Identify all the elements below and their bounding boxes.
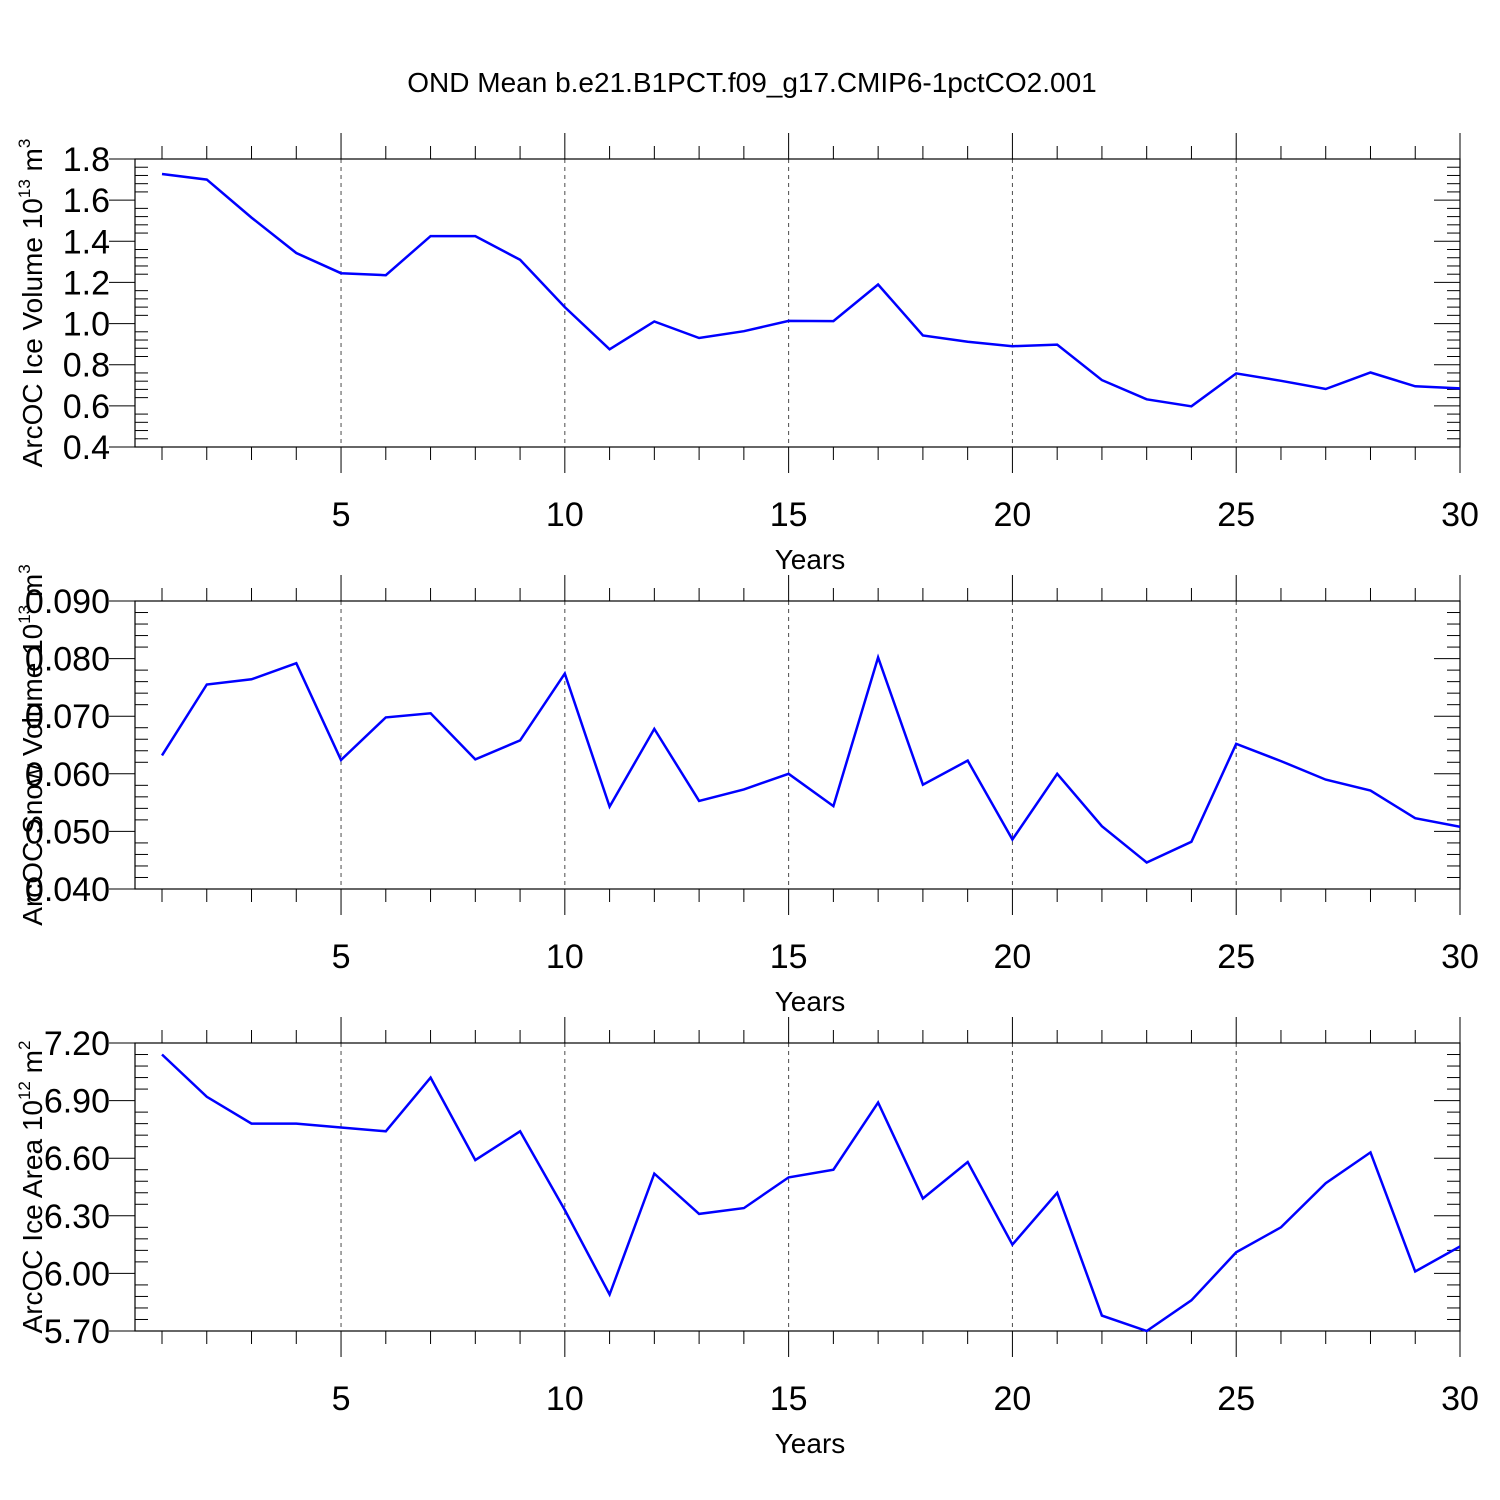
y-tick-label: 6.90 bbox=[44, 1083, 110, 1121]
y-tick-label: 6.30 bbox=[44, 1198, 110, 1236]
panel-3: 5.70 6.00 6.30 6.60 6.90 7.20 5 10 15 20 25 30 Years… bbox=[15, 1017, 1479, 1459]
y-tick-label: 6.60 bbox=[44, 1140, 110, 1178]
x-axis-title: Years bbox=[775, 1428, 846, 1459]
y-tick-label: 0.080 bbox=[25, 641, 110, 679]
series-line-1 bbox=[161, 1053, 1460, 1333]
x-axis-title: Years bbox=[775, 544, 846, 575]
x-tick-label: 20 bbox=[993, 496, 1031, 534]
x-tick-label: 15 bbox=[770, 1380, 808, 1418]
plot-frame bbox=[134, 158, 1461, 448]
y-tick-label: 0.050 bbox=[25, 813, 110, 851]
y-tick-label: 1.6 bbox=[63, 182, 110, 220]
y-tick-label: 1.8 bbox=[63, 141, 110, 179]
x-tick-label: 5 bbox=[332, 1380, 351, 1418]
figure-title: OND Mean b.e21.B1PCT.f09_g17.CMIP6-1pctC… bbox=[407, 67, 1096, 98]
y-tick-label: 0.8 bbox=[63, 347, 110, 385]
panels: 0.40.60.81.0 1.21.41.61.8 5 10 15 20 25 30 Years… bbox=[15, 133, 1479, 1459]
x-tick-label: 25 bbox=[1217, 496, 1255, 534]
x-tick-label: 15 bbox=[770, 496, 808, 534]
plot-frame bbox=[134, 1042, 1461, 1332]
x-tick-label: 30 bbox=[1441, 1380, 1479, 1418]
series-line-1 bbox=[160, 653, 1460, 864]
y-tick-label: 0.090 bbox=[25, 583, 110, 621]
x-tick-label: 10 bbox=[546, 938, 584, 976]
panel-2: 0.040 0.050 0.060 0.070 0.080 0.090 5 10 15 20 25 3… bbox=[15, 564, 1479, 1017]
y-tick-label: 0.070 bbox=[25, 698, 110, 736]
series-line-1 bbox=[161, 172, 1460, 408]
x-tick-label: 10 bbox=[546, 496, 584, 534]
y-tick-label: 0.6 bbox=[63, 388, 110, 426]
y-tick-label: 0.060 bbox=[25, 756, 110, 794]
y-axis-title: ArcOC Snow Volume 1013 m3 bbox=[15, 564, 48, 925]
x-tick-label: 30 bbox=[1441, 496, 1479, 534]
x-tick-label: 5 bbox=[332, 938, 351, 976]
y-tick-label: 5.70 bbox=[44, 1313, 110, 1351]
y-tick-label: 0.040 bbox=[25, 871, 110, 909]
y-axis-title: ArcOC Ice Area 1012 m2 bbox=[15, 1041, 48, 1334]
x-tick-label: 5 bbox=[332, 496, 351, 534]
x-tick-label: 15 bbox=[770, 938, 808, 976]
x-tick-label: 20 bbox=[993, 1380, 1031, 1418]
y-tick-label: 6.00 bbox=[44, 1255, 110, 1293]
x-tick-label: 25 bbox=[1217, 1380, 1255, 1418]
y-tick-label: 1.0 bbox=[63, 306, 110, 344]
x-axis-title: Years bbox=[775, 986, 846, 1017]
y-tick-label: 7.20 bbox=[44, 1025, 110, 1063]
x-tick-label: 10 bbox=[546, 1380, 584, 1418]
y-axis-title: ArcOC Ice Volume 1013 m3 bbox=[15, 139, 48, 468]
plot-frame bbox=[134, 600, 1461, 890]
y-tick-label: 1.2 bbox=[63, 264, 110, 302]
y-tick-label: 0.4 bbox=[63, 429, 110, 467]
x-tick-label: 25 bbox=[1217, 938, 1255, 976]
x-tick-label: 30 bbox=[1441, 938, 1479, 976]
x-tick-label: 20 bbox=[993, 938, 1031, 976]
y-tick-label: 1.4 bbox=[63, 223, 110, 261]
panel-1: 0.40.60.81.0 1.21.41.61.8 5 10 15 20 25 30 Years… bbox=[15, 133, 1479, 575]
